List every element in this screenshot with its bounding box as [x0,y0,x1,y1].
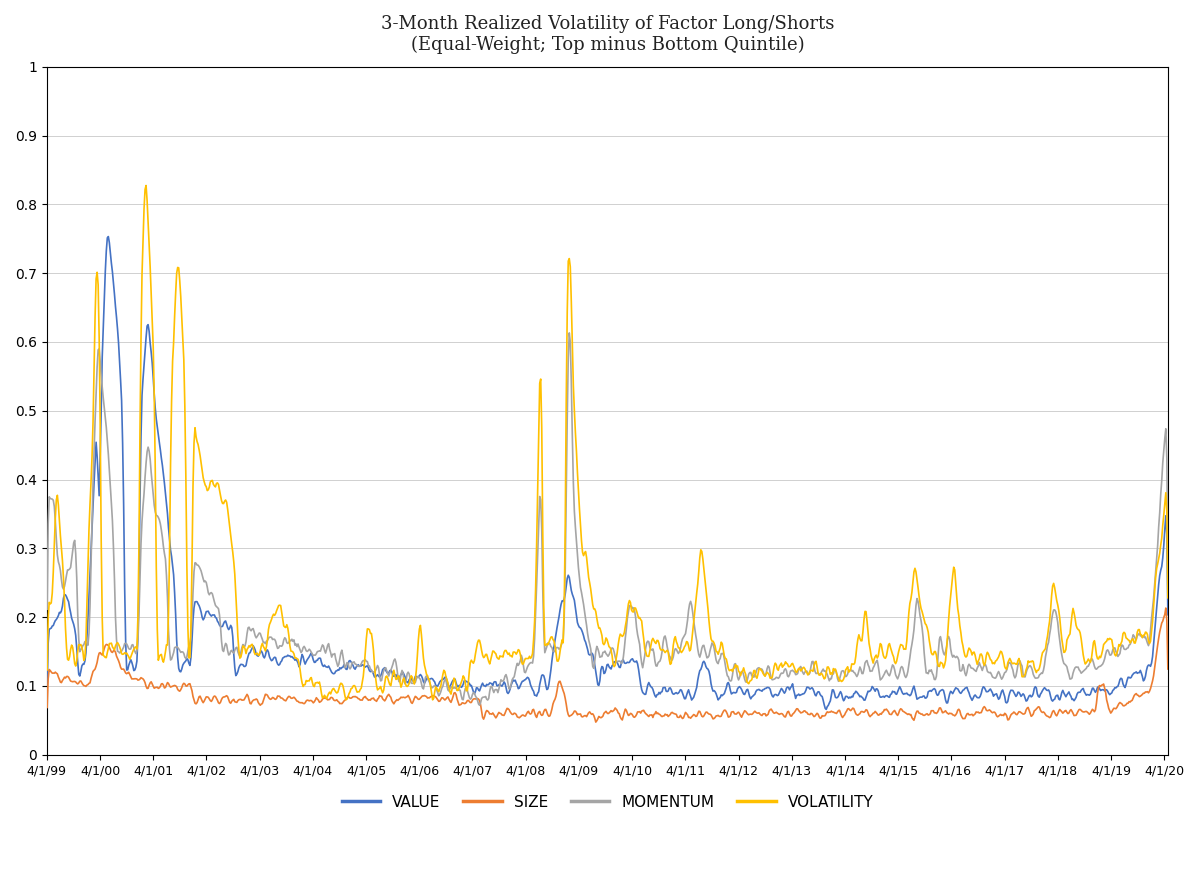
Legend: VALUE, SIZE, MOMENTUM, VOLATILITY: VALUE, SIZE, MOMENTUM, VOLATILITY [336,788,880,816]
Line: VALUE: VALUE [47,237,1168,710]
Line: MOMENTUM: MOMENTUM [47,333,1168,705]
Line: VOLATILITY: VOLATILITY [47,185,1168,700]
Line: SIZE: SIZE [47,608,1168,722]
Title: 3-Month Realized Volatility of Factor Long/Shorts
(Equal-Weight; Top minus Botto: 3-Month Realized Volatility of Factor Lo… [380,15,834,54]
